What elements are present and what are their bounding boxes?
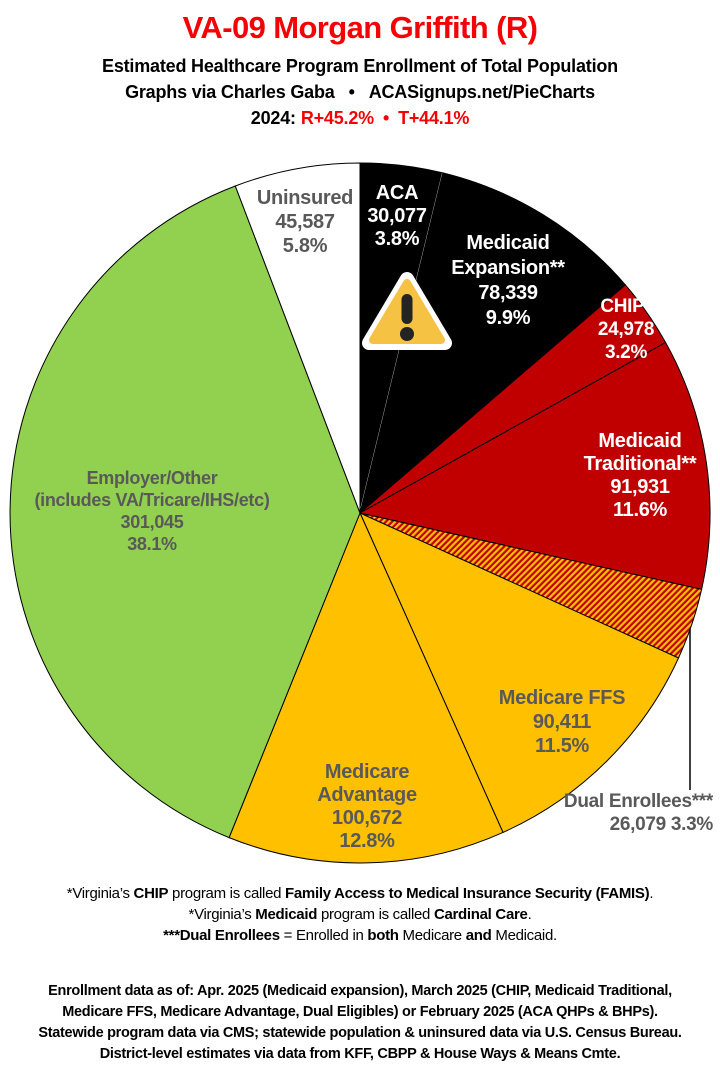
footnote-chip: *Virginia’s CHIP program is called Famil… <box>0 883 720 904</box>
text-run: Medicaid. <box>491 927 557 944</box>
label-aca: ACA 30,077 3.8% <box>367 182 427 250</box>
partisan-bullet: • <box>382 108 390 128</box>
label-medicare-ffs: Medicare FFS 90,411 11.5% <box>499 687 625 757</box>
text-run: program is called <box>168 885 286 902</box>
credit-site: ACASignups.net/PieCharts <box>368 82 595 102</box>
slice-employer-other <box>9 185 361 839</box>
pie-chart: ACA 30,077 3.8% Medicaid Expansion** 78,339 9.… <box>9 162 714 864</box>
subtitle: Estimated Healthcare Program Enrollment … <box>102 56 618 76</box>
pie-labels: ACA 30,077 3.8% Medicaid Expansion** 78,339 9.… <box>34 182 714 852</box>
text-run: both <box>367 927 399 944</box>
text-run: program is called <box>317 906 434 923</box>
year-label: 2024: <box>250 108 296 128</box>
label-medicaid-traditional: Medicaid Traditional** 91,931 11.6% <box>584 430 697 521</box>
footnotes: *Virginia’s CHIP program is called Famil… <box>0 883 720 946</box>
source-line: Medicare FFS, Medicare Advantage, Dual E… <box>62 1004 658 1020</box>
text-run: Medicare <box>398 927 466 944</box>
source-note: Enrollment data as of: Apr. 2025 (Medica… <box>0 981 720 1065</box>
text-run: . <box>649 885 654 902</box>
source-line: Statewide program data via CMS; statewid… <box>38 1025 682 1041</box>
label-uninsured: Uninsured 45,587 5.8% <box>257 187 353 257</box>
text-run: *Virginia’s <box>188 906 256 923</box>
credit-author: Graphs via Charles Gaba <box>125 82 335 102</box>
text-run: ***Dual Enrollees <box>163 927 280 944</box>
warning-exclamation-bar <box>401 294 413 324</box>
label-medicare-advantage: Medicare Advantage 100,672 12.8% <box>317 761 417 852</box>
t-margin: T+44.1% <box>398 108 470 128</box>
text-run: . <box>527 906 532 923</box>
text-run: Cardinal Care <box>433 906 528 923</box>
source-line: District-level estimates via data from K… <box>99 1046 621 1062</box>
slice-medicare-ffs <box>359 511 680 834</box>
slice-medicaid-traditional <box>358 341 711 590</box>
warning-exclamation-dot <box>400 327 414 341</box>
text-run: Medicaid <box>255 906 318 923</box>
text-run: = Enrolled in <box>279 927 368 944</box>
text-run: and <box>465 927 492 944</box>
slice-medicare-advantage <box>228 511 504 864</box>
pie-slices <box>9 162 711 864</box>
slice-medicaid-expansion <box>359 172 627 515</box>
label-medicaid-expansion: Medicaid Expansion** 78,339 9.9% <box>451 232 565 329</box>
warning-triangle-icon <box>362 272 452 350</box>
pie-chart-area: ACA 30,077 3.8% Medicaid Expansion** 78,339 9.… <box>0 150 720 880</box>
label-employer-other: Employer/Other (includes VA/Tricare/IHS/e… <box>34 468 269 554</box>
text-run: CHIP <box>133 885 169 902</box>
credit-bullet: • <box>348 82 355 102</box>
slice-uninsured <box>234 162 361 514</box>
label-chip: CHIP* 24,978 3.2% <box>598 296 654 363</box>
text-run: *Virginia’s <box>66 885 134 902</box>
page-title: VA-09 Morgan Griffith (R) <box>182 10 538 45</box>
footnote-medicaid: *Virginia’s Medicaid program is called C… <box>0 904 720 925</box>
header: VA-09 Morgan Griffith (R) Estimated Heal… <box>0 8 720 131</box>
text-run: Family Access to Medical Insurance Secur… <box>285 885 650 902</box>
partisan-line: 2024: R+45.2% • T+44.1% <box>0 105 720 131</box>
source-line: Enrollment data as of: Apr. 2025 (Medica… <box>48 983 672 999</box>
r-margin: R+45.2% <box>300 108 374 128</box>
credit-line: Graphs via Charles Gaba • ACASignups.net/P… <box>0 79 720 105</box>
footnote-dual: ***Dual Enrollees = Enrolled in both Med… <box>0 925 720 946</box>
label-dual-enrollees: Dual Enrollees*** 26,079 3.3% <box>564 791 714 835</box>
